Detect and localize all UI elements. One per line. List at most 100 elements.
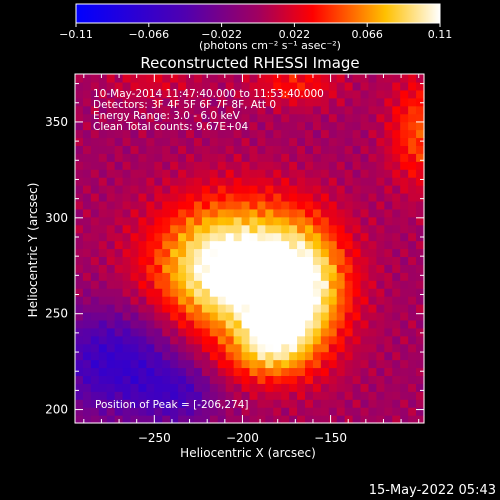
- heatmap-cell: [257, 216, 266, 226]
- heatmap-cell: [312, 280, 322, 289]
- heatmap-cell: [289, 192, 298, 202]
- heatmap-cell: [209, 97, 219, 107]
- heatmap-cell: [170, 81, 179, 91]
- heatmap-cell: [241, 288, 251, 297]
- heatmap-cell: [122, 343, 132, 353]
- heatmap-cell: [297, 177, 306, 186]
- heatmap-cell: [249, 200, 259, 210]
- heatmap-cell: [122, 192, 132, 202]
- heatmap-cell: [312, 311, 322, 321]
- heatmap-cell: [352, 232, 362, 242]
- heatmap-cell: [186, 137, 195, 146]
- heatmap-cell: [233, 121, 243, 131]
- heatmap-cell: [138, 272, 147, 281]
- heatmap-cell: [336, 351, 346, 361]
- heatmap-cell: [241, 319, 251, 329]
- heatmap-cell: [336, 248, 346, 258]
- heatmap-cell: [328, 288, 338, 297]
- heatmap-cell: [122, 224, 132, 234]
- heatmap-cell: [336, 208, 346, 218]
- heatmap-cell: [241, 296, 251, 305]
- heatmap-cell: [106, 304, 116, 313]
- heatmap-cell: [186, 192, 195, 202]
- heatmap-cell: [233, 256, 243, 265]
- heatmap-cell: [336, 375, 346, 384]
- heatmap-cell: [336, 224, 346, 234]
- heatmap-cell: [352, 145, 362, 154]
- heatmap-cell: [305, 74, 314, 83]
- heatmap-cell: [249, 145, 259, 154]
- heatmap-cell: [305, 224, 314, 234]
- heatmap-cell: [289, 145, 298, 154]
- heatmap-cell: [146, 216, 155, 226]
- heatmap-cell: [178, 343, 187, 353]
- heatmap-cell: [384, 177, 393, 186]
- heatmap-cell: [162, 145, 171, 154]
- heatmap-cell: [178, 240, 187, 250]
- heatmap-cell: [408, 272, 417, 281]
- heatmap-cell: [352, 137, 362, 146]
- heatmap-cell: [281, 208, 290, 218]
- heatmap-cell: [328, 224, 338, 234]
- heatmap-cell: [90, 327, 100, 337]
- heatmap-cell: [162, 161, 171, 170]
- heatmap-cell: [320, 192, 330, 202]
- heatmap-cell: [178, 121, 187, 131]
- heatmap-cell: [320, 105, 330, 115]
- heatmap-cell: [312, 240, 322, 250]
- heatmap-cell: [392, 105, 401, 115]
- heatmap-cell: [392, 185, 401, 194]
- heatmap-cell: [178, 97, 187, 107]
- heatmap-cell: [273, 311, 282, 321]
- heatmap-cell: [297, 208, 306, 218]
- heatmap-cell: [130, 81, 140, 91]
- heatmap-cell: [384, 113, 393, 123]
- heatmap-cell: [209, 375, 219, 384]
- heatmap-cell: [368, 256, 378, 265]
- heatmap-cell: [138, 383, 147, 392]
- heatmap-cell: [360, 81, 370, 91]
- heatmap-cell: [273, 137, 282, 146]
- heatmap-cell: [170, 264, 179, 273]
- heatmap-cell: [352, 343, 362, 353]
- heatmap-cell: [146, 375, 155, 384]
- heatmap-cell: [336, 288, 346, 297]
- heatmap-cell: [90, 240, 100, 250]
- heatmap-cell: [162, 280, 171, 289]
- heatmap-cell: [289, 200, 298, 210]
- heatmap-cell: [75, 391, 84, 400]
- heatmap-cell: [376, 81, 385, 91]
- heatmap-cell: [368, 224, 378, 234]
- heatmap-cell: [281, 383, 290, 392]
- heatmap-cell: [170, 216, 179, 226]
- heatmap-cell: [170, 137, 179, 146]
- heatmap-cell: [281, 97, 290, 107]
- heatmap-cell: [328, 74, 338, 83]
- heatmap-cell: [75, 343, 84, 353]
- heatmap-cell: [265, 113, 274, 123]
- heatmap-cell: [400, 232, 409, 242]
- heatmap-cell: [209, 288, 219, 297]
- heatmap-cell: [154, 200, 163, 210]
- heatmap-cell: [178, 256, 187, 265]
- heatmap-cell: [352, 248, 362, 258]
- heatmap-cell: [138, 375, 147, 384]
- heatmap-cell: [201, 113, 211, 123]
- heatmap-cell: [273, 248, 282, 258]
- heatmap-cell: [209, 192, 219, 202]
- heatmap-cell: [130, 359, 140, 369]
- heatmap-cell: [138, 74, 147, 83]
- heatmap-cell: [75, 224, 84, 234]
- heatmap-cell: [360, 367, 370, 377]
- heatmap-cell: [233, 153, 243, 162]
- heatmap-cell: [122, 89, 132, 99]
- heatmap-cell: [201, 105, 211, 115]
- heatmap-cell: [90, 89, 100, 99]
- heatmap-cell: [344, 161, 354, 170]
- heatmap-cell: [376, 224, 385, 234]
- heatmap-cell: [257, 240, 266, 250]
- heatmap-cell: [344, 272, 354, 281]
- heatmap-cell: [90, 248, 100, 258]
- heatmap-cell: [217, 288, 227, 297]
- heatmap-cell: [257, 74, 266, 83]
